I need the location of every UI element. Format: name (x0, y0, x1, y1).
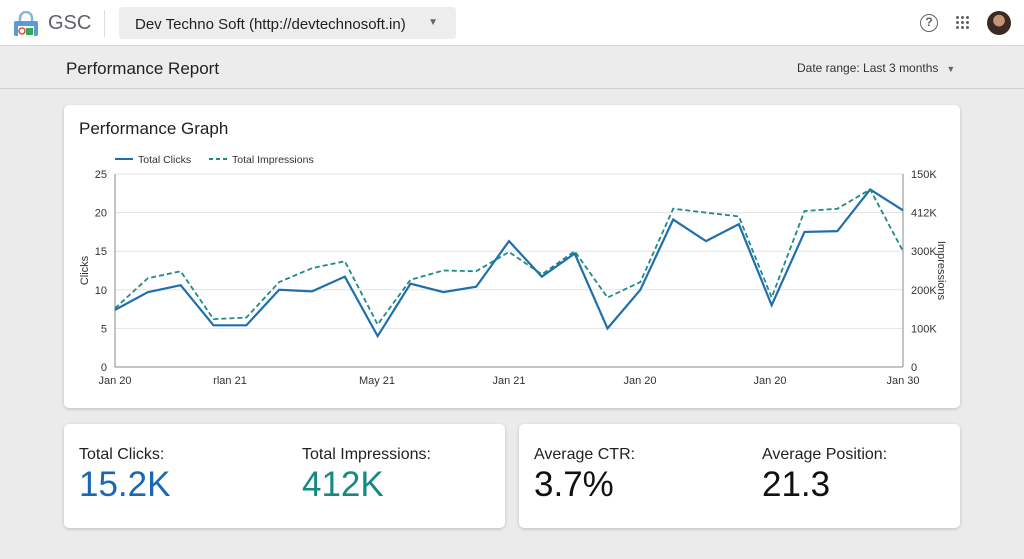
y-tick-label: 15 (95, 246, 107, 258)
x-tick-label: rlan 21 (213, 375, 247, 387)
date-range-label: Date range: Last 3 months (797, 61, 939, 75)
report-header: Performance Report Date range: Last 3 mo… (0, 47, 1024, 89)
y-tick-label: 10 (95, 285, 107, 297)
date-range-selector[interactable]: Date range: Last 3 months ▼ (797, 61, 955, 75)
kpi-value: 412K (302, 465, 384, 504)
x-tick-label: Jan 20 (753, 375, 786, 387)
top-bar: GSC Dev Techno Soft (http://devtechnosof… (0, 0, 1024, 46)
chevron-down-icon: ▼ (946, 64, 956, 74)
y-right-axis-title: Impressions (935, 241, 947, 301)
kpi-value: 15.2K (79, 465, 171, 504)
kpi-value: 21.3 (762, 465, 831, 504)
y-tick-label: 25 (95, 169, 107, 181)
x-tick-label: Jan 30 (886, 375, 919, 387)
kpi-label: Average CTR: (534, 446, 636, 463)
series-line-total-impressions (114, 188, 904, 327)
brand-name: GSC (48, 12, 92, 34)
chevron-down-icon: ▼ (428, 17, 438, 28)
y-right-tick-label: 300K (911, 246, 937, 258)
y-tick-label: 0 (101, 362, 107, 374)
y-tick-label: 20 (95, 208, 107, 220)
kpi-average-position: Average Position: 21.3 (762, 446, 887, 505)
performance-chart: 0 5 10 15 20 25 0 100K 200K 300K 412K 150K Jan 20 rla… (79, 154, 947, 387)
legend-label: Total Impressions (232, 154, 314, 166)
y-right-tick-label: 200K (911, 285, 937, 297)
divider (104, 10, 105, 37)
avatar[interactable] (987, 11, 1011, 35)
property-selector[interactable]: Dev Techno Soft (http://devtechnosoft.in… (119, 7, 456, 39)
property-label: Dev Techno Soft (http://devtechnosoft.in… (135, 16, 406, 33)
kpi-value: 3.7% (534, 465, 614, 504)
x-tick-label: May 21 (359, 375, 395, 387)
graph-title: Performance Graph (79, 119, 229, 138)
y-tick-label: 5 (101, 323, 107, 335)
x-tick-label: Jan 20 (623, 375, 656, 387)
kpi-average-ctr: Average CTR: 3.7% (534, 446, 635, 505)
x-tick-label: Jan 20 (98, 375, 131, 387)
performance-graph-card: Performance Graph 0 5 10 15 20 25 0 100K 200K 300… (64, 105, 960, 408)
apps-grid-icon[interactable] (956, 16, 970, 30)
y-axis-title: Clicks (79, 255, 91, 285)
y-right-tick-label: 412K (911, 208, 937, 220)
kpi-label: Average Position: (762, 446, 888, 463)
kpi-total-clicks: Total Clicks: 15.2K (79, 446, 170, 505)
y-right-tick-label: 150K (911, 169, 937, 181)
y-right-tick-label: 0 (911, 362, 917, 374)
y-right-tick-label: 100K (911, 323, 937, 335)
page-title: Performance Report (66, 59, 220, 78)
kpi-label: Total Impressions: (302, 446, 431, 463)
x-tick-label: Jan 21 (492, 375, 525, 387)
averages-card: Average CTR: 3.7% Average Position: 21.3 (519, 424, 960, 528)
kpi-label: Total Clicks: (79, 446, 165, 463)
legend-label: Total Clicks (138, 154, 191, 166)
help-icon[interactable]: ? (920, 14, 938, 32)
search-console-logo-icon (14, 11, 38, 36)
kpi-total-impressions: Total Impressions: 412K (302, 446, 431, 505)
totals-card: Total Clicks: 15.2K Total Impressions: 4… (64, 424, 505, 528)
